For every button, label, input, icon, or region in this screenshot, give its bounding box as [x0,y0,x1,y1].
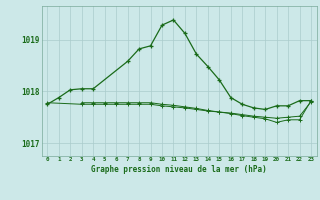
X-axis label: Graphe pression niveau de la mer (hPa): Graphe pression niveau de la mer (hPa) [91,165,267,174]
